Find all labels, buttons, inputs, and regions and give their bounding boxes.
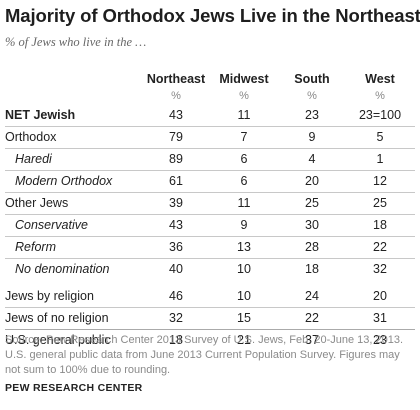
table-cell: 11 (237, 196, 251, 210)
row-divider (5, 126, 415, 127)
table-cell: 32 (373, 262, 387, 276)
table-cell: 10 (237, 262, 251, 276)
table-row: No denomination 40 10 18 32 (0, 258, 420, 280)
row-divider (5, 236, 415, 237)
table-cell: 36 (169, 240, 183, 254)
row-label: Jews of no religion (5, 311, 109, 325)
row-label: Haredi (15, 152, 52, 166)
column-header-south: South (294, 72, 330, 86)
table-cell: 1 (376, 152, 384, 166)
table-cell: 18 (169, 333, 183, 347)
table-cell: 20 (305, 174, 319, 188)
column-header-west: West (365, 72, 395, 86)
table-row: Orthodox 79 7 9 5 (0, 126, 420, 148)
row-label: Jews by religion (5, 289, 94, 303)
table-row: Reform 36 13 28 22 (0, 236, 420, 258)
table-cell: 20 (373, 289, 387, 303)
table-cell: 4 (308, 152, 316, 166)
credit-line: PEW RESEARCH CENTER (5, 382, 143, 394)
table-cell: 15 (237, 311, 251, 325)
row-label: NET Jewish (5, 108, 76, 122)
column-unit: % (375, 90, 385, 102)
table-row: Other Jews 39 11 25 25 (0, 192, 420, 214)
table-cell: 40 (169, 262, 183, 276)
table-cell: 10 (237, 289, 251, 303)
row-label: Conservative (15, 218, 88, 232)
table-cell: 9 (240, 218, 248, 232)
column-unit: % (171, 90, 181, 102)
table-cell: 12 (373, 174, 387, 188)
table-cell: 39 (169, 196, 183, 210)
table-cell: 23 (305, 108, 319, 122)
table-cell: 24 (305, 289, 319, 303)
table-cell: 89 (169, 152, 183, 166)
source-divider (5, 329, 415, 330)
table-cell: 5 (376, 130, 384, 144)
row-divider (5, 214, 415, 215)
table-cell: 6 (240, 174, 248, 188)
row-divider (5, 170, 415, 171)
row-divider (5, 148, 415, 149)
table-cell: 43 (169, 108, 183, 122)
row-divider (5, 307, 415, 308)
row-label: Reform (15, 240, 56, 254)
table-cell: 37 (305, 333, 319, 347)
row-label: Modern Orthodox (15, 174, 113, 188)
table-cell: 22 (305, 311, 319, 325)
table-cell: 32 (169, 311, 183, 325)
table-cell: 28 (305, 240, 319, 254)
table-cell: 21 (237, 333, 251, 347)
table-cell: 61 (169, 174, 183, 188)
table-cell: 7 (240, 130, 248, 144)
row-divider (5, 192, 415, 193)
table-cell: 30 (305, 218, 319, 232)
table-row: NET Jewish 43 11 23 23=100 (0, 104, 420, 126)
column-header-midwest: Midwest (219, 72, 269, 86)
table-cell: 18 (373, 218, 387, 232)
table-cell: 9 (308, 130, 316, 144)
table-cell: 22 (373, 240, 387, 254)
column-header-northeast: Northeast (146, 72, 206, 86)
table-cell: 23=100 (358, 108, 402, 122)
column-unit: % (239, 90, 249, 102)
table-cell: 43 (169, 218, 183, 232)
table-row: Modern Orthodox 61 6 20 12 (0, 170, 420, 192)
table-cell: 11 (237, 108, 251, 122)
table-cell: 31 (373, 311, 387, 325)
table-row: Jews of no religion 32 15 22 31 (0, 307, 420, 329)
table-cell: 18 (305, 262, 319, 276)
table-cell: 79 (169, 130, 183, 144)
table-row: Conservative 43 9 30 18 (0, 214, 420, 236)
table-row: Jews by religion 46 10 24 20 (0, 285, 420, 307)
table-cell: 25 (305, 196, 319, 210)
column-unit: % (307, 90, 317, 102)
table-row: Haredi 89 6 4 1 (0, 148, 420, 170)
table-cell: 6 (240, 152, 248, 166)
chart-title: Majority of Orthodox Jews Live in the No… (5, 5, 420, 26)
source-note: Source: Pew Research Center 2013 Survey … (5, 334, 404, 376)
row-divider (5, 258, 415, 259)
table-cell: 25 (373, 196, 387, 210)
row-label: Orthodox (5, 130, 57, 144)
chart-subtitle: % of Jews who live in the … (5, 35, 147, 49)
table-cell: 23 (373, 333, 387, 347)
table-cell: 46 (169, 289, 183, 303)
row-label: U.S. general public (5, 333, 111, 347)
table-row: U.S. general public 18 21 37 23 (0, 329, 420, 351)
table-cell: 13 (237, 240, 251, 254)
row-label: Other Jews (5, 196, 69, 210)
row-label: No denomination (15, 262, 110, 276)
